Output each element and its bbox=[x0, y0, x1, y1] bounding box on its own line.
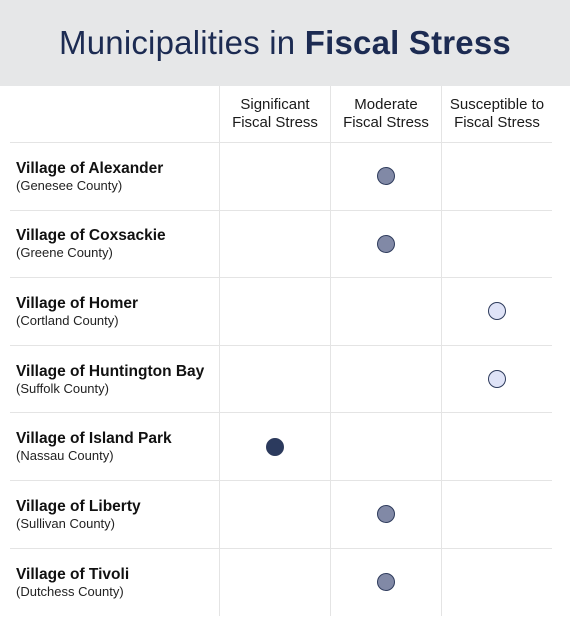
header-moderate-line2: Fiscal Stress bbox=[343, 114, 429, 131]
status-cell-significant bbox=[219, 548, 330, 617]
municipality-cell: Village of Alexander (Genesee County) bbox=[10, 143, 219, 210]
page-title: Municipalities in Fiscal Stress bbox=[59, 24, 511, 62]
header-moderate-line1: Moderate bbox=[354, 96, 418, 113]
table-row: Village of Liberty (Sullivan County) bbox=[10, 480, 552, 549]
status-cell-susceptible bbox=[441, 345, 552, 413]
title-regular: Municipalities in bbox=[59, 24, 305, 61]
county-name: (Suffolk County) bbox=[16, 380, 109, 396]
municipality-cell: Village of Island Park (Nassau County) bbox=[10, 413, 219, 480]
table-row: Village of Huntington Bay (Suffolk County… bbox=[10, 345, 552, 414]
municipality-name: Village of Liberty bbox=[16, 497, 141, 515]
table-row: Village of Island Park (Nassau County) bbox=[10, 413, 552, 481]
county-name: (Genesee County) bbox=[16, 177, 123, 193]
municipality-name: Village of Alexander bbox=[16, 159, 164, 177]
status-cell-significant bbox=[219, 210, 330, 278]
table-body: Village of Alexander (Genesee County) Vill… bbox=[10, 143, 552, 617]
county-name: (Nassau County) bbox=[16, 448, 114, 464]
county-name: (Dutchess County) bbox=[16, 583, 124, 599]
municipality-name: Village of Homer bbox=[16, 294, 139, 312]
status-cell-moderate bbox=[330, 143, 441, 210]
moderate-stress-dot-icon bbox=[377, 505, 395, 524]
municipality-cell: Village of Homer (Cortland County) bbox=[10, 278, 219, 345]
status-cell-moderate bbox=[330, 480, 441, 548]
status-cell-significant bbox=[219, 278, 330, 345]
table-row: Village of Coxsackie (Greene County) bbox=[10, 210, 552, 279]
status-cell-moderate bbox=[330, 278, 441, 345]
moderate-stress-dot-icon bbox=[377, 167, 395, 186]
status-cell-significant bbox=[219, 480, 330, 548]
status-cell-susceptible bbox=[441, 413, 552, 480]
header-col-moderate: Moderate Fiscal Stress bbox=[330, 86, 441, 142]
municipality-name: Village of Island Park bbox=[16, 430, 172, 448]
susceptible-stress-dot-icon bbox=[488, 370, 506, 389]
status-cell-susceptible bbox=[441, 210, 552, 278]
status-cell-significant bbox=[219, 345, 330, 413]
municipality-cell: Village of Liberty (Sullivan County) bbox=[10, 481, 219, 548]
status-cell-significant bbox=[219, 143, 330, 210]
header-susceptible-line1: Susceptible to bbox=[449, 96, 545, 113]
status-cell-susceptible bbox=[441, 480, 552, 548]
header-name-cell bbox=[10, 86, 219, 142]
header-banner: Municipalities in Fiscal Stress bbox=[0, 0, 570, 86]
header-significant-line2: Fiscal Stress bbox=[232, 114, 318, 131]
municipality-cell: Village of Huntington Bay (Suffolk County… bbox=[10, 346, 219, 413]
header-susceptible-line2: Fiscal Stress bbox=[454, 114, 540, 131]
header-col-susceptible: Susceptible to Fiscal Stress bbox=[441, 86, 552, 142]
susceptible-stress-dot-icon bbox=[488, 302, 506, 321]
status-cell-moderate bbox=[330, 413, 441, 480]
municipality-cell: Village of Tivoli (Dutchess County) bbox=[10, 549, 219, 617]
fiscal-stress-table: Significant Fiscal Stress Moderate Fisca… bbox=[10, 86, 552, 617]
moderate-stress-dot-icon bbox=[377, 573, 395, 592]
municipality-name: Village of Huntington Bay bbox=[16, 362, 205, 380]
title-bold: Fiscal Stress bbox=[304, 24, 511, 61]
status-cell-moderate bbox=[330, 548, 441, 617]
significant-stress-dot-icon bbox=[266, 437, 284, 456]
header-significant-line1: Significant bbox=[240, 96, 310, 113]
status-cell-moderate bbox=[330, 210, 441, 278]
status-cell-susceptible bbox=[441, 278, 552, 345]
status-cell-susceptible bbox=[441, 143, 552, 210]
county-name: (Cortland County) bbox=[16, 312, 119, 328]
moderate-stress-dot-icon bbox=[377, 234, 395, 253]
municipality-name: Village of Coxsackie bbox=[16, 227, 166, 245]
table-row: Village of Homer (Cortland County) bbox=[10, 278, 552, 346]
header-col-significant: Significant Fiscal Stress bbox=[219, 86, 330, 142]
table-row: Village of Alexander (Genesee County) bbox=[10, 143, 552, 211]
table-header-row: Significant Fiscal Stress Moderate Fisca… bbox=[10, 86, 552, 143]
status-cell-significant bbox=[219, 413, 330, 480]
county-name: (Greene County) bbox=[16, 245, 113, 261]
status-cell-susceptible bbox=[441, 548, 552, 617]
table-row: Village of Tivoli (Dutchess County) bbox=[10, 548, 552, 617]
municipality-name: Village of Tivoli bbox=[16, 565, 130, 583]
status-cell-moderate bbox=[330, 345, 441, 413]
municipality-cell: Village of Coxsackie (Greene County) bbox=[10, 211, 219, 278]
county-name: (Sullivan County) bbox=[16, 515, 115, 531]
